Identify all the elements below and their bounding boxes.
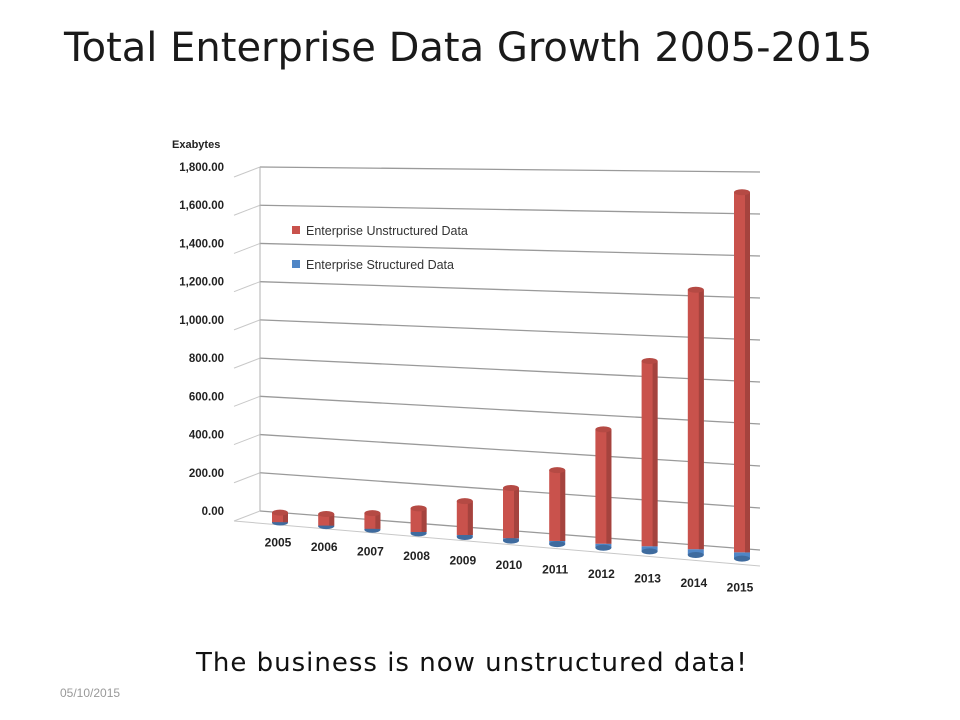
bar-unstructured-top	[272, 509, 288, 516]
gridline	[259, 281, 761, 299]
y-axis-label: Exabytes	[172, 139, 220, 151]
bar-unstructured-top	[364, 510, 381, 517]
wall-gridline	[233, 204, 261, 216]
bar-unstructured-shade	[652, 360, 658, 547]
wall-gridline	[233, 395, 261, 407]
y-tick-label: 200.00	[189, 468, 224, 480]
slide-caption: The business is now unstructured data!	[196, 648, 748, 678]
legend-label-unstructured: Enterprise Unstructured Data	[306, 224, 468, 238]
y-axis-ticks: 0.00 200.00 400.00 600.00 800.00 1,000.00 1,20…	[179, 162, 224, 518]
bar-chart-svg: 0.00 200.00 400.00 600.00 800.00 1,000.00 1,20…	[172, 139, 761, 595]
wall-gridline	[233, 472, 261, 484]
y-tick-label: 1,000.00	[179, 315, 224, 327]
bar-unstructured-top	[503, 485, 519, 492]
bar-unstructured-shade	[283, 512, 288, 523]
y-tick-label: 800.00	[189, 353, 224, 365]
bar-structured-base	[503, 537, 519, 544]
y-tick-label: 1,800.00	[179, 162, 224, 174]
slide-title: Total Enterprise Data Growth 2005-2015	[64, 25, 873, 71]
gridline	[259, 395, 761, 425]
bar-unstructured-shade	[514, 488, 519, 539]
bar-unstructured-shade	[698, 289, 704, 550]
footer-date: 05/10/2015	[60, 686, 121, 700]
x-tick-label: 2014	[680, 576, 707, 590]
x-tick-label: 2012	[588, 567, 615, 581]
legend-swatch-unstructured	[292, 226, 300, 234]
x-tick-label: 2007	[357, 545, 384, 559]
legend: Enterprise Unstructured Data Enterprise …	[292, 224, 468, 272]
wall-gridline	[233, 357, 261, 369]
wall-gridline	[233, 242, 261, 254]
bar-unstructured-shade	[375, 513, 381, 529]
wall-gridline	[233, 166, 261, 178]
bar-structured-base	[595, 544, 612, 551]
bars	[272, 189, 750, 562]
y-tick-label: 1,600.00	[179, 200, 224, 212]
wall-gridline	[233, 434, 261, 446]
legend-swatch-structured	[292, 260, 300, 268]
bar-unstructured-top	[549, 467, 566, 474]
x-tick-label: 2011	[542, 563, 568, 577]
bar-unstructured-top	[687, 286, 704, 293]
bar-structured-base	[456, 533, 473, 540]
x-axis-ticks: 2005 2006 2007 2008 2009 2010 2011 2012 2013 2014…	[265, 536, 754, 595]
bar-unstructured-shade	[745, 192, 750, 553]
bar-unstructured-shade	[329, 513, 335, 526]
wall-gridline	[233, 319, 261, 331]
bar-unstructured-top	[318, 510, 335, 517]
bar-unstructured-top	[410, 505, 427, 512]
x-tick-label: 2005	[265, 536, 292, 550]
wall-gridline	[233, 281, 261, 293]
x-tick-label: 2013	[634, 572, 661, 586]
y-tick-label: 400.00	[189, 430, 224, 442]
legend-label-structured: Enterprise Structured Data	[306, 258, 454, 272]
x-tick-label: 2006	[311, 540, 338, 554]
gridline	[259, 204, 761, 215]
bar-unstructured	[318, 513, 335, 526]
gridlines	[233, 166, 761, 567]
bar-structured-base	[641, 548, 658, 555]
bar-structured-base	[734, 555, 750, 562]
bar-unstructured	[272, 512, 288, 523]
bar-structured-base	[549, 541, 566, 548]
bar-unstructured-top	[595, 426, 612, 433]
y-tick-label: 600.00	[189, 391, 224, 403]
bar-structured-base	[687, 551, 704, 558]
x-tick-label: 2009	[449, 554, 476, 568]
x-tick-label: 2015	[727, 581, 754, 595]
y-tick-label: 1,200.00	[179, 277, 224, 289]
gridline	[259, 242, 761, 257]
bar-unstructured-top	[456, 498, 473, 505]
gridline	[259, 319, 761, 341]
gridline	[259, 357, 761, 383]
bar-unstructured-shade	[467, 501, 473, 535]
chart: 0.00 200.00 400.00 600.00 800.00 1,000.00 1,20…	[150, 130, 790, 600]
bar-unstructured-top	[641, 357, 658, 364]
bar-unstructured-shade	[421, 508, 427, 532]
wall-gridline	[233, 510, 261, 522]
bar-structured	[734, 552, 750, 559]
x-tick-label: 2010	[496, 558, 523, 572]
y-tick-label: 1,400.00	[179, 238, 224, 250]
bar-unstructured-shade	[606, 429, 612, 544]
bar-unstructured-top	[734, 189, 750, 196]
bar-unstructured-shade	[560, 470, 566, 541]
y-tick-label: 0.00	[202, 506, 224, 518]
x-tick-label: 2008	[403, 549, 430, 563]
gridline	[259, 166, 761, 173]
gridline	[259, 433, 761, 467]
